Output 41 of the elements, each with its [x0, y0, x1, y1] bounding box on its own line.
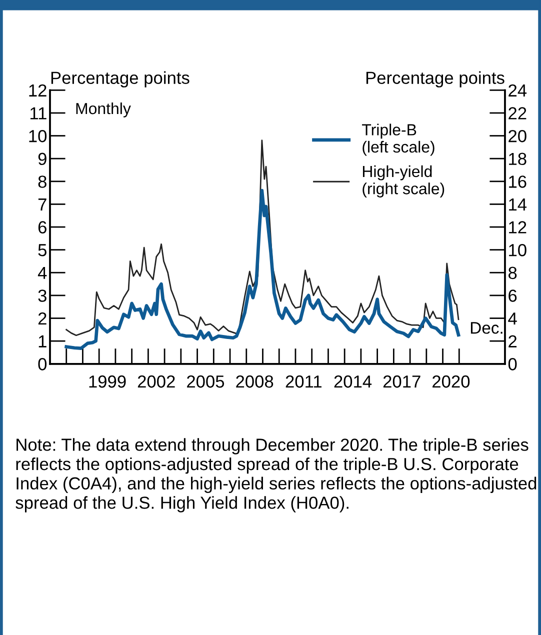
x-tick-label: 2017	[383, 375, 420, 388]
x-tick-label: 2005	[187, 375, 224, 388]
legend-label: Triple-B (left scale)	[362, 124, 434, 156]
y-tick-label: 1	[38, 335, 46, 348]
annotation: Monthly	[76, 102, 131, 118]
x-tick-label: 2008	[236, 375, 274, 388]
y2-tick-label: 22	[508, 107, 526, 120]
y-tick-label: 7	[38, 198, 46, 210]
y-tick-label: 6	[38, 221, 46, 234]
y2-tick-label: 10	[509, 244, 526, 256]
y-tick-label: 11	[30, 107, 46, 120]
x-tick-label: 2011	[286, 375, 322, 388]
y-tick-label: 5	[38, 244, 46, 256]
y2-tick-label: 4	[508, 312, 517, 325]
y2-tick-label: 6	[508, 290, 517, 302]
y2-tick-label: 18	[509, 152, 526, 166]
y-tick-label: 12	[29, 84, 46, 96]
y-tick-label: 4	[38, 266, 47, 279]
legend-label: High-yield (right scale)	[362, 165, 444, 198]
y2-tick-label: 24	[508, 84, 527, 96]
y-tick-label: 2	[38, 312, 46, 325]
y2-tick-label: 20	[508, 130, 526, 142]
y2-tick-label: 0	[508, 358, 517, 370]
y2-tick-label: 2	[508, 335, 517, 348]
y-tick-label: 8	[38, 176, 46, 188]
y-tick-label: 3	[38, 290, 46, 302]
x-tick-label: 2014	[334, 375, 372, 388]
y-tick-label: 0	[38, 358, 47, 370]
y2-axis-title: Percentage points	[366, 71, 504, 88]
y2-tick-label: 12	[509, 221, 526, 234]
x-tick-label: 2002	[138, 375, 175, 388]
x-tick-label: 1999	[89, 375, 126, 388]
y2-tick-label: 8	[508, 266, 517, 280]
y2-tick-label: 14	[509, 198, 527, 210]
text: Note: The data extend through December 2020. The triple-B series reflects the options-adjusted spread of the triple-B U.S. Corporate Index (C0A4), and the high-yield series reflects the options-adjusted spread of the U.S. High Yield Index (H0A0).	[16, 438, 536, 512]
annotation: Dec.	[470, 322, 502, 334]
y-tick-label: 9	[38, 152, 46, 166]
y-axis-title: Percentage points	[51, 71, 190, 88]
x-tick-label: 2020	[432, 375, 470, 388]
y2-tick-label: 16	[509, 176, 526, 188]
y-tick-label: 10	[29, 130, 47, 142]
